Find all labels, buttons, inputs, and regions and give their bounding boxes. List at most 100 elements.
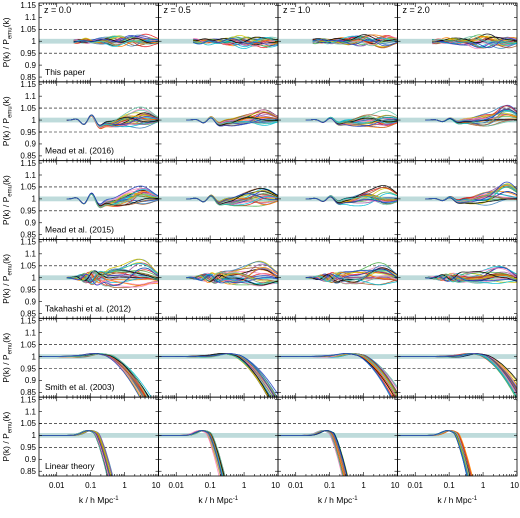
model-curve [73,35,159,43]
x-tick-label: 0.01 [407,481,423,490]
x-tick-label: 0.1 [444,481,456,490]
redshift-label: z = 2.0 [403,5,430,15]
y-tick-label: 0.95 [20,443,36,452]
y-tick-label: 1.05 [20,183,36,192]
model-curve [312,35,398,44]
panel-content [278,262,398,290]
model-curve [73,39,159,46]
y-axis-label-main: P(k) / P [1,196,11,225]
y-tick-label: 0.9 [25,140,37,149]
y-tick-label: 1.1 [25,407,37,416]
panel-content [158,423,278,476]
x-axis-label-sup: -1 [113,496,119,502]
model-curve [305,196,398,205]
accuracy-band [278,117,398,123]
model-curve [278,353,392,398]
model-curve [278,430,343,476]
panel-content [397,423,517,476]
panel-content [397,104,517,133]
y-axis-label-tail: (k) [1,333,11,343]
accuracy-band [278,433,398,438]
panel-content [39,258,159,290]
y-axis-label: P(k) / Pemu(k) [1,96,14,146]
x-tick-label: 10 [271,481,280,490]
model-curve [66,267,159,286]
x-tick-label: 0.01 [168,481,184,490]
y-tick-label: 1.05 [20,262,36,271]
model-curve [397,353,517,395]
row-label: Mead et al. (2015) [45,225,114,235]
x-axis-label: k / h Mpc-1 [318,495,358,505]
model-curve [397,353,517,393]
y-axis-label-sub: emu [8,264,14,276]
model-curve [397,353,517,397]
accuracy-band [278,196,398,202]
y-tick-label: 0.85 [20,309,36,318]
model-curve [397,353,517,396]
x-tick-label: 10 [391,481,400,490]
panel-content [397,181,517,212]
panel-content [39,106,159,133]
row-label: Smith et al. (2003) [45,382,115,392]
accuracy-band [158,433,278,438]
model-curve [158,430,223,476]
y-tick-label: 1.15 [20,80,36,89]
row-label: Linear theory [45,461,95,471]
model-curve [425,275,517,282]
accuracy-band [39,354,159,359]
y-axis-label: P(k) / Pemu(k) [1,17,14,67]
panel-content [278,423,398,476]
y-tick-label: 1.15 [20,159,36,168]
x-tick-label: 1 [242,481,247,490]
x-axis-label: k / h Mpc-1 [198,495,238,505]
x-tick-label: 1 [361,481,366,490]
y-tick-label: 1 [32,116,37,125]
panel-content [39,423,159,476]
y-tick-label: 0.95 [20,49,36,58]
y-axis-label-main: P(k) / P [1,433,11,462]
y-tick-label: 1.1 [25,328,37,337]
model-curve [193,36,278,44]
x-tick-label: 10 [152,481,161,490]
y-axis-label-main: P(k) / P [1,354,11,383]
model-curve [397,353,517,398]
model-curve [39,430,111,476]
model-curve [66,114,159,126]
panel-content [39,344,159,398]
y-tick-label: 1.15 [20,1,36,10]
model-curve [305,268,398,281]
panel-content [278,28,398,54]
y-tick-label: 0.9 [25,61,37,70]
panel-content [278,344,398,398]
y-tick-label: 1.05 [20,25,36,34]
panel-content [39,185,159,212]
x-axis-label: k / h Mpc-1 [437,495,477,505]
y-tick-label: 1 [32,431,37,440]
y-axis-label-tail: (k) [1,411,11,421]
redshift-label: z = 0.5 [164,5,191,15]
model-curve [193,38,278,46]
panel-content [397,265,517,290]
model-curve [305,117,398,127]
y-tick-label: 0.95 [20,207,36,216]
y-axis-label-tail: (k) [1,254,11,264]
x-axis-label-sup: -1 [352,496,358,502]
row-label: Takahashi et al. (2012) [45,303,131,313]
y-tick-label: 1.15 [20,317,36,326]
y-tick-label: 0.9 [25,376,37,385]
panel-content [158,260,278,290]
y-tick-label: 0.85 [20,467,36,476]
accuracy-band [158,354,278,359]
y-axis-label-sub: emu [8,422,14,434]
y-axis-label-main: P(k) / P [1,275,11,304]
row-label: Mead et al. (2016) [45,146,114,156]
accuracy-band [39,117,159,123]
model-curve [158,430,224,476]
y-axis-label: P(k) / Pemu(k) [1,411,14,461]
model-curve [66,263,159,282]
x-tick-label: 1 [122,481,127,490]
model-curve [425,108,517,123]
model-curve [158,353,275,398]
x-tick-label: 0.1 [205,481,217,490]
